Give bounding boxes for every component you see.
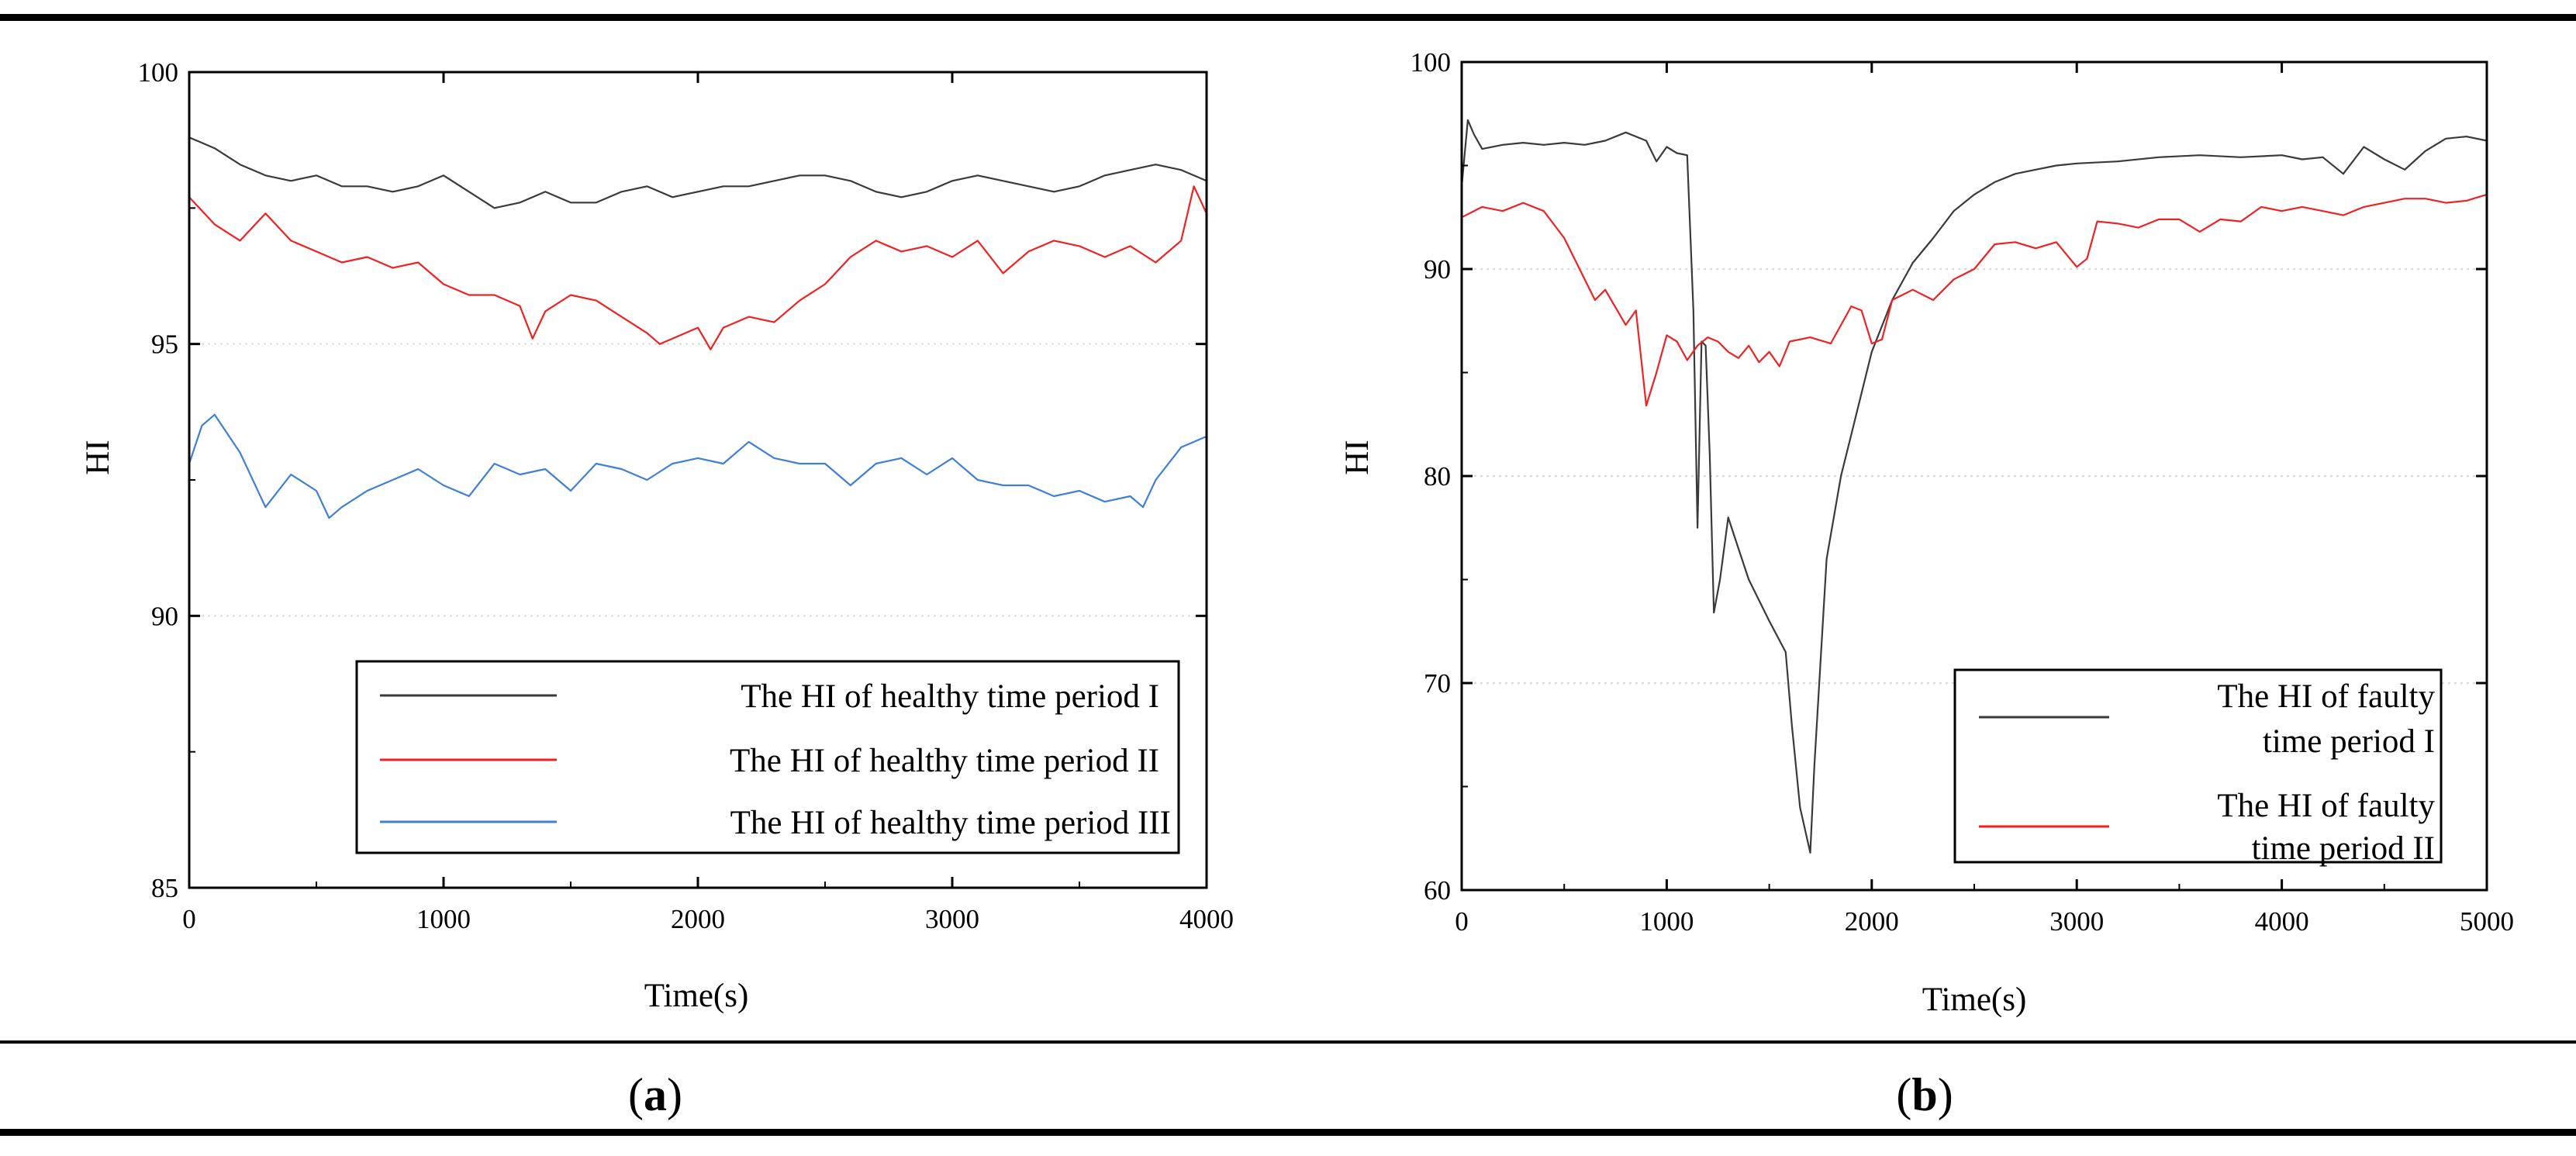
panel-caption-a: (a) bbox=[628, 1069, 682, 1120]
chart-b-xtick-label: 2000 bbox=[1845, 906, 1899, 937]
chart-b-ytick-label: 100 bbox=[1411, 47, 1452, 78]
chart-b-xtick-label: 1000 bbox=[1639, 906, 1694, 937]
chart-a-gridlines bbox=[189, 343, 1207, 617]
chart-a-ylabel: HI bbox=[80, 440, 116, 474]
chart-b-xlabel: Time(s) bbox=[1922, 982, 2027, 1018]
chart-b-series bbox=[1460, 119, 2488, 854]
chart-b-series-line-1 bbox=[1460, 119, 2488, 854]
chart-a-series bbox=[188, 136, 1207, 519]
chart-a-ytick-label: 90 bbox=[151, 601, 178, 631]
chart-a-xtick-label: 2000 bbox=[671, 904, 725, 934]
panel-caption-b: (b) bbox=[1896, 1069, 1953, 1120]
chart-a-ytick-label: 85 bbox=[151, 873, 178, 903]
chart-a-legend-label-3: The HI of healthy time period III bbox=[730, 805, 1171, 841]
panel-caption-a-letter: a bbox=[644, 1069, 667, 1120]
chart-b-xtick-label: 5000 bbox=[2460, 906, 2514, 937]
chart-b-xtick-label: 0 bbox=[1455, 906, 1469, 937]
chart-a-legend: The HI of healthy time period I The HI o… bbox=[355, 660, 1180, 854]
chart-b-ytick-label: 80 bbox=[1424, 461, 1451, 492]
chart-b-legend-label-2a: The HI of faulty bbox=[2217, 788, 2435, 824]
chart-b-ylabel: HI bbox=[1339, 440, 1376, 474]
chart-a-series-line-3 bbox=[188, 413, 1207, 519]
chart-b: 0 1000 2000 3000 4000 5000 60 70 80 90 100 Time(s)… bbox=[1339, 47, 2514, 1018]
chart-a-legend-label-1: The HI of healthy time period I bbox=[741, 678, 1159, 715]
chart-a-series-line-1 bbox=[188, 136, 1207, 209]
chart-b-legend-label-1b: time period I bbox=[2263, 723, 2435, 760]
chart-a-xtick-label: 3000 bbox=[925, 904, 979, 934]
top-rule bbox=[0, 14, 2576, 21]
bottom-rule bbox=[0, 1129, 2576, 1136]
chart-a-ytick-label: 95 bbox=[151, 330, 178, 360]
chart-a-ticks: 0 1000 2000 3000 4000 85 90 95 100 bbox=[138, 57, 1234, 934]
chart-a-ytick-label: 100 bbox=[138, 57, 179, 88]
chart-a: 0 1000 2000 3000 4000 85 90 95 100 Time(s) HI Th… bbox=[80, 57, 1234, 1014]
chart-b-legend-box bbox=[1953, 668, 2443, 864]
panel-caption-b-letter: b bbox=[1911, 1069, 1937, 1120]
chart-b-ytick-label: 60 bbox=[1424, 875, 1451, 906]
chart-b-xtick-label: 4000 bbox=[2255, 906, 2309, 937]
chart-a-xtick-label: 0 bbox=[182, 904, 196, 934]
chart-b-ytick-label: 70 bbox=[1424, 668, 1451, 699]
chart-b-legend-label-2b: time period II bbox=[2252, 830, 2435, 867]
chart-a-xtick-label: 4000 bbox=[1179, 904, 1234, 934]
chart-b-gridlines bbox=[1462, 268, 2487, 684]
chart-b-legend-label-1a: The HI of faulty bbox=[2217, 678, 2435, 715]
chart-a-xtick-label: 1000 bbox=[416, 904, 471, 934]
chart-b-ytick-label: 90 bbox=[1424, 254, 1451, 285]
middle-rule bbox=[0, 1040, 2576, 1044]
chart-b-ticks: 0 1000 2000 3000 4000 5000 60 70 80 90 100 bbox=[1411, 47, 2515, 937]
chart-b-legend: The HI of faulty time period I The HI of… bbox=[1953, 668, 2443, 867]
chart-a-legend-label-2: The HI of healthy time period II bbox=[730, 743, 1159, 779]
chart-b-xtick-label: 3000 bbox=[2049, 906, 2104, 937]
chart-b-series-line-2 bbox=[1461, 193, 2488, 407]
chart-a-series-line-2 bbox=[188, 185, 1207, 350]
chart-a-xlabel: Time(s) bbox=[644, 978, 749, 1014]
